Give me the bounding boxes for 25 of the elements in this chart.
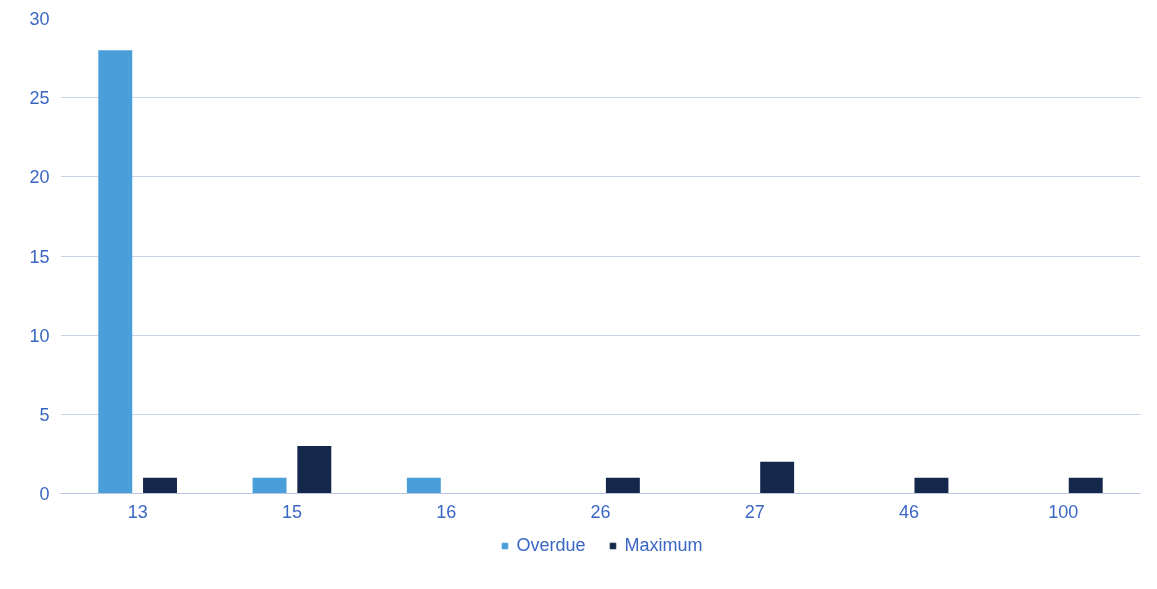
y-tick-label: 20 <box>29 167 50 188</box>
y-tick-label: 10 <box>29 325 50 346</box>
y-tick-label: 5 <box>39 404 50 425</box>
y-tick-label: 25 <box>29 88 50 109</box>
bar <box>252 477 287 494</box>
bar <box>760 461 795 494</box>
x-tick-label: 27 <box>744 501 765 522</box>
legend-label: Maximum <box>624 534 703 556</box>
bar <box>143 477 177 494</box>
y-tick-label: 15 <box>29 246 50 267</box>
x-tick-label: 46 <box>899 501 920 522</box>
bar <box>914 477 949 494</box>
bar <box>98 50 133 494</box>
bar <box>406 477 441 494</box>
x-tick-label: 15 <box>281 501 302 522</box>
legend-label: Overdue <box>516 534 586 556</box>
y-tick-label: 0 <box>39 484 50 504</box>
bar <box>297 446 332 494</box>
x-tick-label: 16 <box>436 501 457 522</box>
x-tick-label: 13 <box>127 501 148 522</box>
bar <box>1068 477 1103 494</box>
y-tick-label: 30 <box>29 9 50 29</box>
x-tick-label: 26 <box>590 501 611 522</box>
x-tick-label: 100 <box>1048 501 1079 522</box>
bar <box>605 477 640 494</box>
